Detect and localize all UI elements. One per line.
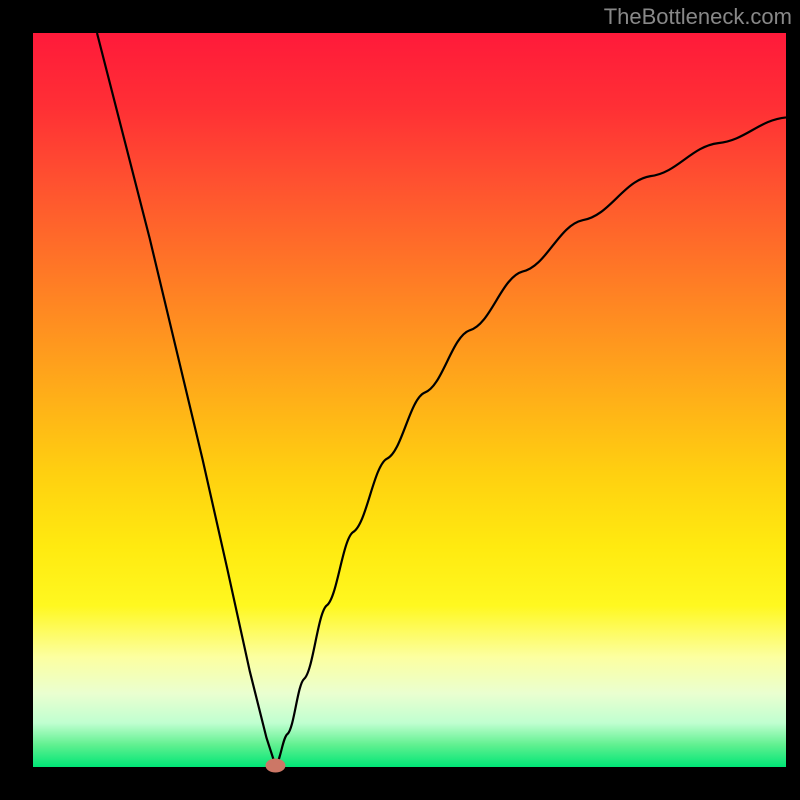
chart-container: TheBottleneck.com [0, 0, 800, 800]
plot-background [33, 33, 786, 767]
optimum-marker [265, 759, 285, 773]
watermark-text: TheBottleneck.com [604, 4, 792, 30]
bottleneck-chart [0, 0, 800, 800]
